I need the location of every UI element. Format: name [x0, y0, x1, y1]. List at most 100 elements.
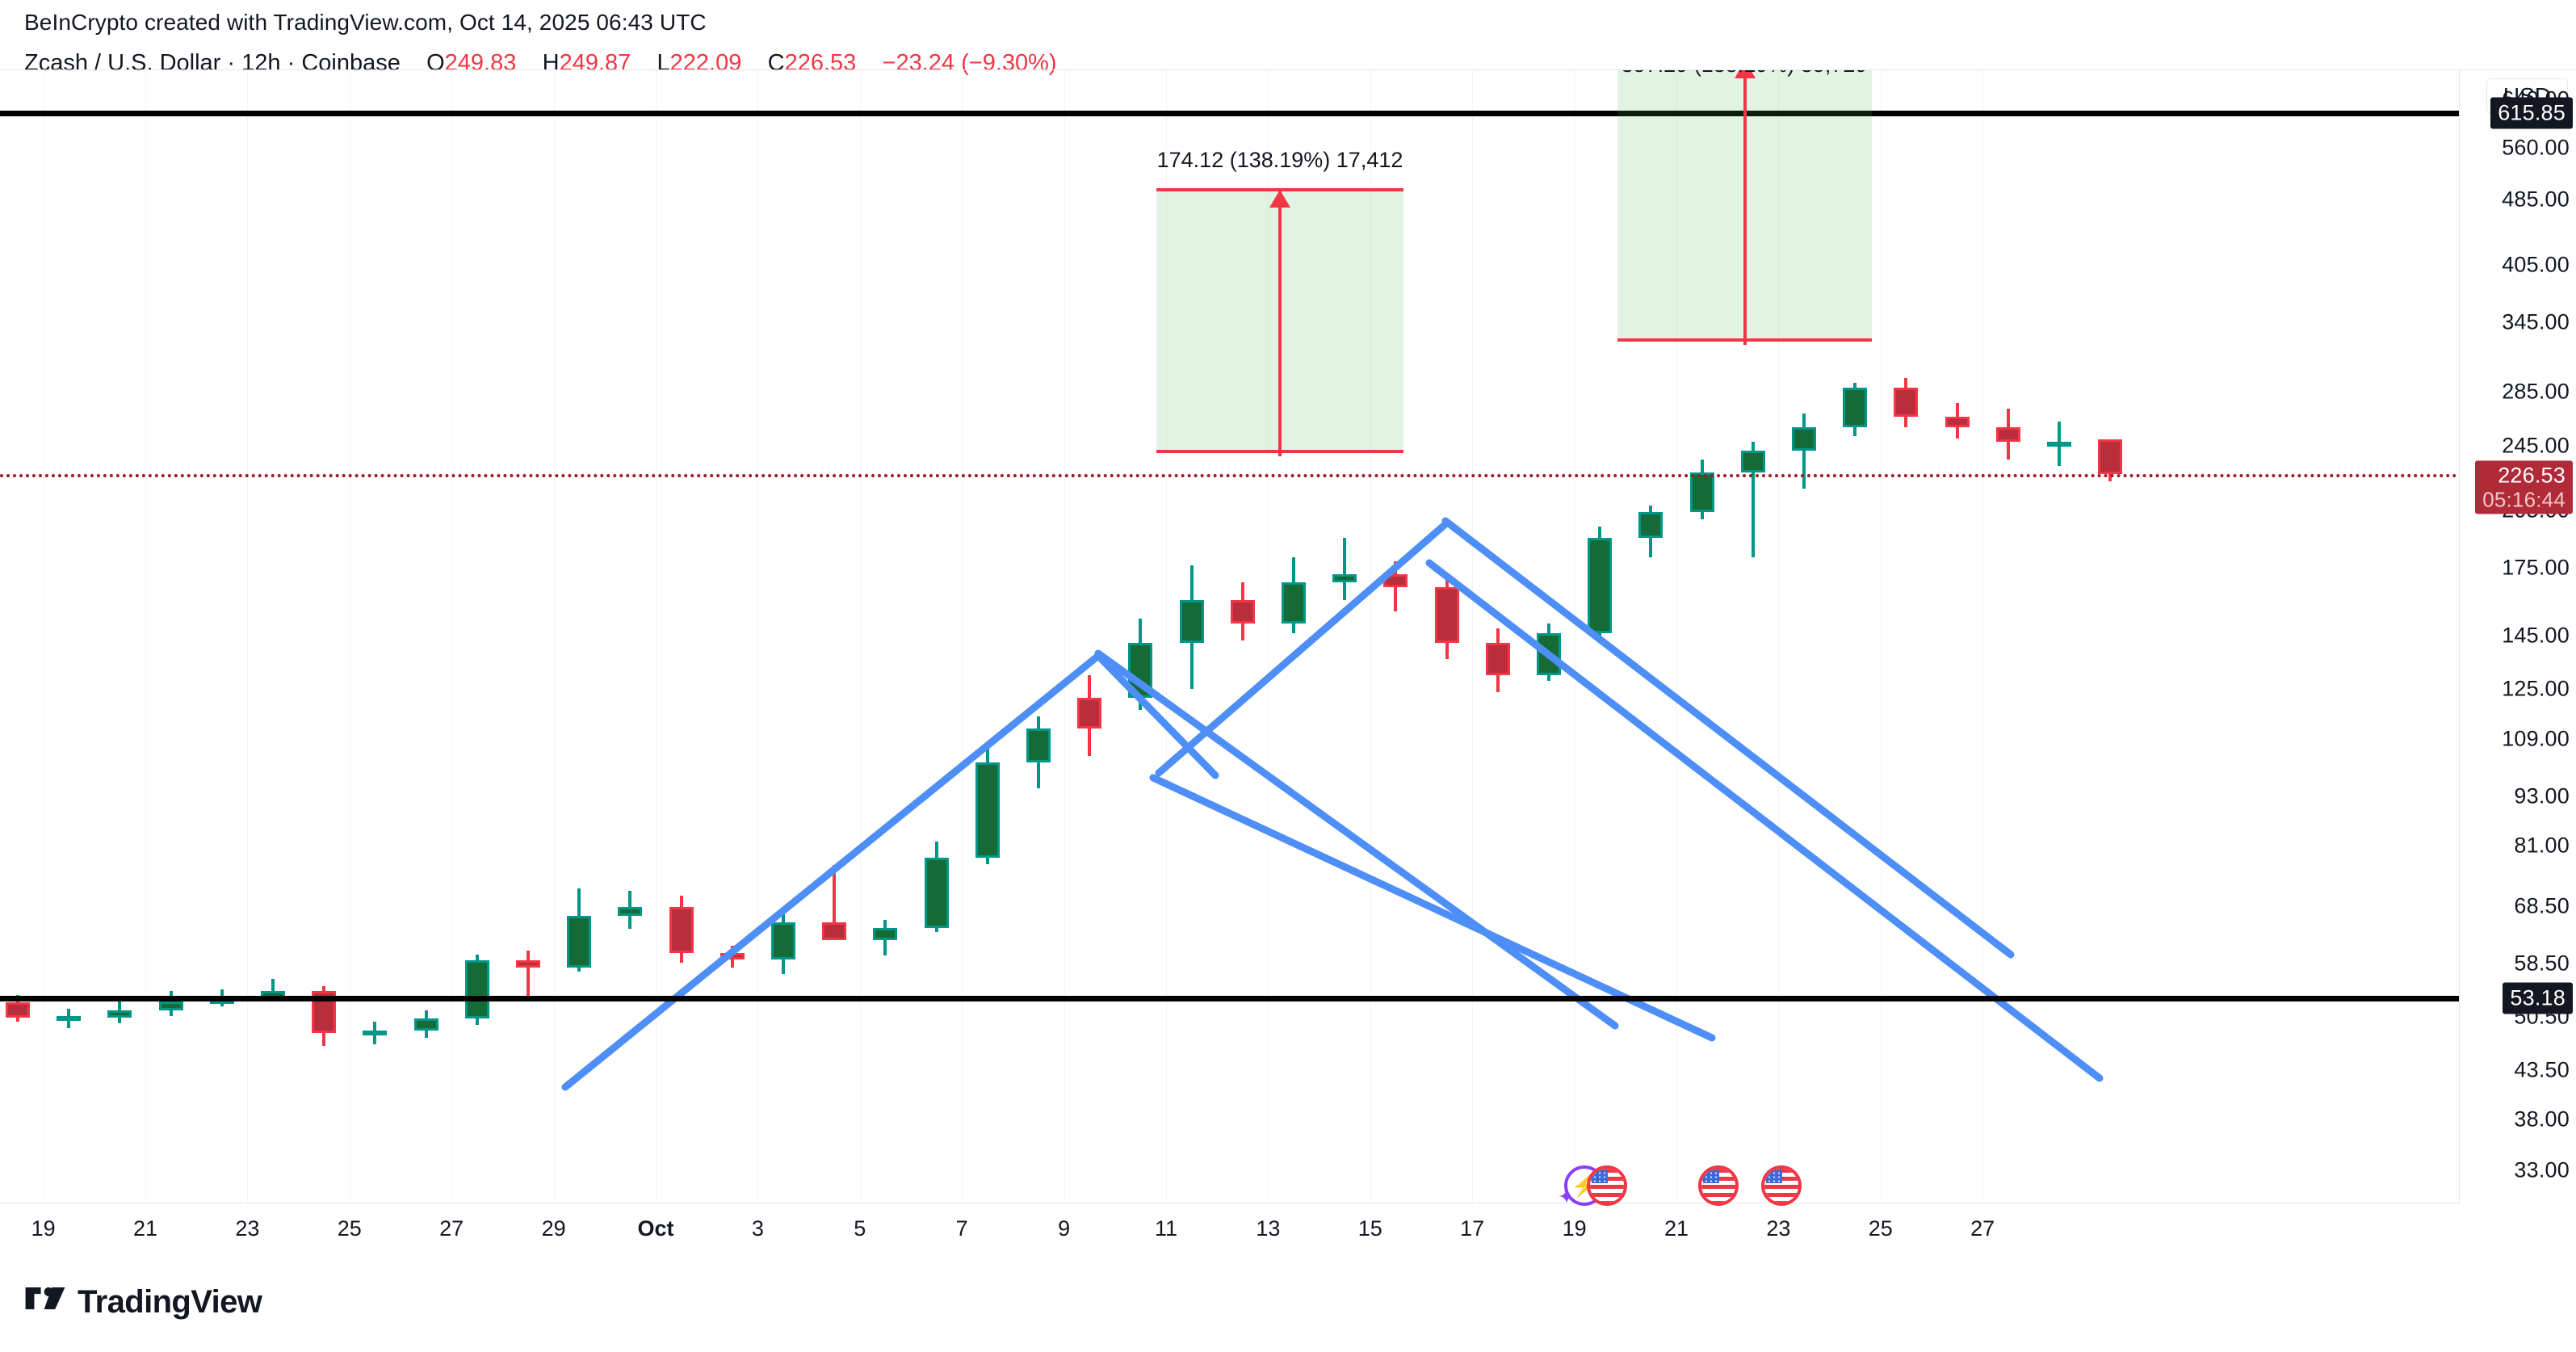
event-us-flag-1-icon[interactable]: [1587, 1165, 1627, 1206]
time-tick-label: 27: [439, 1216, 464, 1241]
time-tick-label: 27: [1970, 1216, 1995, 1241]
time-tick-label: 9: [1058, 1216, 1071, 1241]
tradingview-logo: TradingView: [24, 1284, 262, 1321]
resistance-line[interactable]: [0, 111, 2459, 117]
candlestick: [158, 991, 183, 1016]
candlestick: [1638, 505, 1663, 558]
price-plot-area[interactable]: 174.12 (138.19%) 17,412 357.29 (138.19%)…: [0, 70, 2459, 1204]
candlestick: [1077, 674, 1102, 756]
event-us-flag-3-icon[interactable]: [1761, 1165, 1802, 1206]
candlestick: [2047, 422, 2071, 466]
time-tick-label: 23: [1766, 1216, 1791, 1241]
legend-separator-2: ·: [287, 50, 296, 76]
last-price-line: [0, 474, 2459, 478]
candlestick: [2098, 439, 2123, 482]
candlestick: [873, 920, 898, 956]
candlestick: [363, 1021, 388, 1044]
descending-channel-upper[interactable]: [1094, 517, 2015, 1030]
price-tick-label: 125.00: [2502, 676, 2570, 701]
time-tick-label: 25: [337, 1216, 362, 1241]
time-tick-label: 23: [235, 1216, 260, 1241]
measure-box-left[interactable]: [1156, 188, 1403, 456]
legend-symbol[interactable]: Zcash / U.S. Dollar: [24, 50, 221, 76]
measure-box-right[interactable]: [1617, 70, 1872, 345]
legend-close-value: 226.53: [784, 50, 857, 76]
candlestick: [822, 865, 847, 941]
measure-label-left: 174.12 (138.19%) 17,412: [1156, 148, 1403, 172]
price-tick-label: 345.00: [2502, 309, 2570, 334]
candlestick: [1843, 382, 1868, 436]
time-tick-label: 3: [751, 1216, 764, 1241]
price-tick-label: 93.00: [2514, 783, 2570, 808]
candlestick: [567, 888, 592, 972]
legend-exchange[interactable]: Coinbase: [301, 50, 401, 76]
price-tick-label: 38.00: [2514, 1106, 2570, 1132]
attribution-text: BeInCrypto created with TradingView.com,…: [24, 10, 707, 35]
price-tick-label: 43.50: [2514, 1057, 2570, 1082]
price-tick-label: 109.00: [2502, 726, 2570, 751]
time-tick-label: 19: [31, 1216, 56, 1241]
drawing-overlays: [561, 517, 2104, 1091]
candlestick: [1588, 527, 1613, 641]
price-tick-label: 68.50: [2514, 893, 2570, 918]
candlestick: [1434, 577, 1459, 659]
candlestick: [924, 841, 949, 933]
time-tick-label: 21: [1663, 1216, 1689, 1241]
time-tick-label: 11: [1154, 1216, 1178, 1241]
legend-open-value: 249.83: [444, 50, 517, 76]
price-tick-label: 485.00: [2502, 187, 2570, 212]
candlestick: [1485, 628, 1510, 692]
candlestick: [1792, 414, 1816, 489]
price-tick-label: 145.00: [2502, 623, 2570, 648]
candlestick: [1894, 377, 1919, 428]
descending-channel-lower[interactable]: [1149, 559, 2104, 1082]
time-tick-label: 15: [1357, 1216, 1382, 1241]
price-tick-label: 285.00: [2502, 379, 2570, 404]
candlestick: [771, 913, 795, 975]
candlestick: [1026, 716, 1051, 789]
time-tick-label: 5: [854, 1216, 866, 1241]
event-us-flag-2-icon[interactable]: [1698, 1165, 1739, 1206]
candlestick: [669, 895, 694, 964]
measure-label-right: 357.29 (138.19%) 35,729: [1622, 70, 1868, 78]
candlestick: [1282, 557, 1306, 633]
price-axis[interactable]: USD 640.00560.00485.00405.00345.00285.00…: [2459, 70, 2576, 1204]
price-tick-label: 58.50: [2514, 951, 2570, 976]
resistance-price-badge: 615.85: [2490, 97, 2573, 129]
candlestick: [1740, 441, 1765, 558]
legend-change: −23.24 (−9.30%): [882, 50, 1057, 76]
candlestick: [516, 951, 540, 1001]
candlestick: [1332, 538, 1357, 600]
legend-separator-1: ·: [227, 50, 236, 76]
tradingview-mark-icon: [25, 1287, 65, 1309]
candlestick: [464, 954, 489, 1025]
time-tick-label: 19: [1562, 1216, 1587, 1241]
time-tick-label: 25: [1868, 1216, 1893, 1241]
tradingview-wordmark: TradingView: [78, 1284, 262, 1320]
legend-low-value: 222.09: [669, 50, 742, 76]
candlestick: [1995, 408, 2020, 460]
time-tick-label: 7: [955, 1216, 968, 1241]
time-axis[interactable]: 19 21 23 25 27 29 Oct 3 5 7 9 11 13 15 17 19 21 23 25 27: [0, 1203, 2459, 1263]
measure-arrow-left: [1269, 190, 1290, 456]
chart-frame: 174.12 (138.19%) 17,412 357.29 (138.19%)…: [0, 69, 2576, 1204]
bar-countdown: 05:16:44: [2482, 487, 2566, 512]
measure-arrow-right: [1734, 70, 1756, 345]
support-line[interactable]: [0, 995, 2459, 1001]
candlestick: [413, 1010, 438, 1039]
candlestick: [618, 890, 643, 929]
candlestick: [57, 1009, 82, 1029]
candlestick: [1945, 403, 1970, 439]
price-tick-label: 560.00: [2502, 135, 2570, 160]
price-tick-label: 81.00: [2514, 833, 2570, 858]
candlestick: [975, 749, 1000, 865]
time-tick-label: 13: [1256, 1216, 1281, 1241]
last-price-badge[interactable]: 226.53 05:16:44: [2475, 460, 2573, 514]
price-tick-label: 245.00: [2502, 433, 2570, 458]
time-tick-label: 29: [541, 1216, 566, 1241]
price-tick-label: 405.00: [2502, 252, 2570, 277]
price-tick-label: 33.00: [2514, 1157, 2570, 1182]
price-tick-label: 175.00: [2502, 555, 2570, 580]
candlestick: [6, 995, 30, 1022]
time-tick-label: 21: [132, 1216, 158, 1241]
